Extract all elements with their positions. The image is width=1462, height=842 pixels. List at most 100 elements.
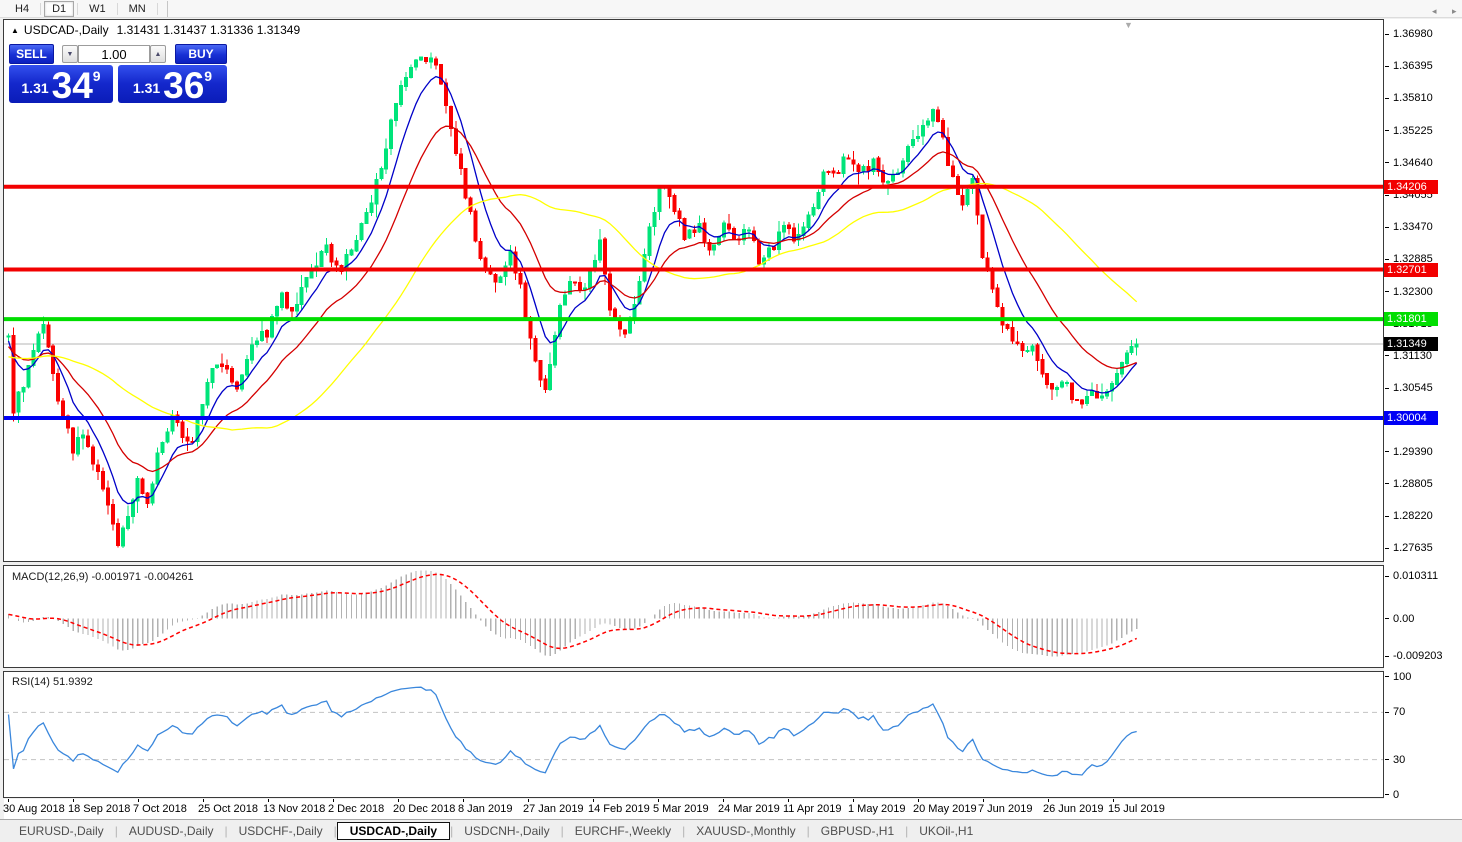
- price-tick-label: 1.33470: [1393, 221, 1433, 233]
- tabs-scroll-right-button[interactable]: ▸: [1452, 6, 1457, 16]
- price-tick-label: 1.28220: [1393, 510, 1433, 522]
- date-label: 1 May 2019: [848, 803, 906, 815]
- date-tick: [723, 799, 724, 802]
- macd-values: -0.001971 -0.004261: [91, 571, 194, 583]
- date-label: 2 Dec 2018: [328, 803, 385, 815]
- rsi-value: 51.9392: [52, 676, 93, 688]
- date-label: 20 May 2019: [913, 803, 977, 815]
- tab-usdcad-daily[interactable]: USDCAD-,Daily: [336, 822, 451, 840]
- tab-separator: |: [333, 824, 337, 838]
- toolbar-separator: [156, 2, 158, 15]
- rsi-tick-label: 0: [1393, 789, 1400, 801]
- date-label: 26 Jun 2019: [1043, 803, 1104, 815]
- axis-tick: [1385, 162, 1389, 163]
- tab-separator: |: [560, 824, 564, 838]
- macd-pane: [3, 565, 1384, 668]
- volume-decrease-button[interactable]: ▼: [62, 45, 78, 63]
- tab-separator: |: [224, 824, 228, 838]
- rsi-name: RSI(14): [12, 676, 50, 688]
- date-tick: [73, 799, 74, 802]
- tab-audusd-daily[interactable]: AUDUSD-,Daily: [128, 824, 214, 838]
- tab-usdcnh-daily[interactable]: USDCNH-,Daily: [464, 824, 550, 838]
- date-tick: [658, 799, 659, 802]
- axis-tick: [1385, 227, 1389, 228]
- bid-big: 34: [51, 65, 93, 106]
- price-tick-label: 1.35225: [1393, 125, 1433, 137]
- axis-tick: [1385, 548, 1389, 549]
- toolbar-separator: [40, 2, 42, 15]
- macd-canvas[interactable]: [4, 566, 1383, 667]
- rsi-canvas[interactable]: [4, 672, 1383, 797]
- axis-tick: [1385, 388, 1389, 389]
- chart-tabbar: EURUSD-,Daily | AUDUSD-,Daily | USDCHF-,Dail…: [0, 819, 1462, 842]
- price-tick-label: 1.35810: [1393, 92, 1433, 104]
- price-tick-label: 1.31130: [1393, 350, 1432, 362]
- axis-tick: [1385, 130, 1389, 131]
- timeframe-button-d1[interactable]: D1: [44, 0, 75, 17]
- timeframe-button-h4[interactable]: H4: [7, 1, 37, 17]
- macd-tick-label: 0.010311: [1393, 570, 1439, 582]
- tab-separator: |: [806, 824, 810, 838]
- axis-tick: [1385, 759, 1389, 760]
- axis-tick: [1385, 516, 1389, 517]
- ask-sup: 9: [204, 68, 213, 84]
- axis-tick: [1385, 712, 1389, 713]
- axis-tick: [1385, 98, 1389, 99]
- buy-button[interactable]: BUY: [175, 44, 227, 64]
- price-tick-label: 1.30545: [1393, 382, 1433, 394]
- bid-price[interactable]: 1.31 34 9: [9, 65, 113, 106]
- date-label: 24 Mar 2019: [718, 803, 780, 815]
- timeframe-button-mn[interactable]: MN: [121, 1, 154, 17]
- date-label: 11 Apr 2019: [783, 803, 842, 815]
- axis-tick: [1385, 259, 1389, 260]
- chart-shift-marker-icon[interactable]: ▼: [1124, 20, 1133, 30]
- macd-label: MACD(12,26,9) -0.001971 -0.004261: [12, 571, 194, 583]
- tab-xauusd-monthly[interactable]: XAUUSD-,Monthly: [696, 824, 796, 838]
- tabs-scroll-left-button[interactable]: ◂: [1432, 6, 1437, 16]
- price-tick-label: 1.32300: [1393, 286, 1433, 298]
- tab-gbpusd-h1[interactable]: GBPUSD-,H1: [820, 824, 895, 838]
- price-tick-label: 1.28805: [1393, 478, 1433, 490]
- price-line-badge-1.32701: 1.32701: [1384, 263, 1438, 277]
- ask-price[interactable]: 1.31 36 9: [118, 65, 227, 104]
- axis-tick: [1385, 291, 1389, 292]
- date-label: 15 Jul 2019: [1108, 803, 1165, 815]
- tab-eurusd-daily[interactable]: EURUSD-,Daily: [19, 824, 104, 838]
- rsi-tick-label: 100: [1393, 671, 1412, 683]
- price-line-badge-1.30004: 1.30004: [1384, 411, 1438, 425]
- current-price-badge: 1.31349: [1384, 337, 1438, 351]
- price-line-badge-1.34206: 1.34206: [1384, 180, 1438, 194]
- volume-input[interactable]: [78, 45, 150, 63]
- date-label: 14 Feb 2019: [588, 803, 650, 815]
- date-label: 7 Jun 2019: [978, 803, 1033, 815]
- date-tick: [138, 799, 139, 802]
- date-label: 25 Oct 2018: [198, 803, 258, 815]
- price-chart-canvas[interactable]: [4, 20, 1383, 561]
- chart-title: ▲ USDCAD-,Daily 1.31431 1.31437 1.31336 1.…: [11, 23, 300, 37]
- price-tick-label: 1.36980: [1393, 28, 1433, 40]
- tab-eurchf-weekly[interactable]: EURCHF-,Weekly: [574, 824, 672, 838]
- axis-tick: [1385, 656, 1389, 657]
- tab-usdchf-daily[interactable]: USDCHF-,Daily: [238, 824, 323, 838]
- axis-tick: [1385, 451, 1389, 452]
- collapse-triangle-icon[interactable]: ▲: [11, 26, 19, 35]
- rsi-label: RSI(14) 51.9392: [12, 676, 93, 688]
- date-tick: [983, 799, 984, 802]
- sell-button[interactable]: SELL: [9, 44, 54, 64]
- axis-tick: [1385, 34, 1389, 35]
- axis-tick: [1385, 618, 1389, 619]
- date-tick: [268, 799, 269, 802]
- macd-tick-label: -0.009203: [1393, 650, 1443, 662]
- date-tick: [788, 799, 789, 802]
- date-tick: [8, 799, 9, 802]
- tab-ukoil-h1[interactable]: UKOil-,H1: [919, 824, 974, 838]
- date-tick: [1048, 799, 1049, 802]
- ohlc-values: 1.31431 1.31437 1.31336 1.31349: [116, 23, 301, 37]
- tab-separator: |: [905, 824, 909, 838]
- timeframe-button-w1[interactable]: W1: [81, 1, 114, 17]
- axis-tick: [1385, 576, 1389, 577]
- volume-increase-button[interactable]: ▲: [150, 45, 166, 63]
- date-label: 27 Jan 2019: [523, 803, 584, 815]
- price-tick-label: 1.32885: [1393, 253, 1433, 265]
